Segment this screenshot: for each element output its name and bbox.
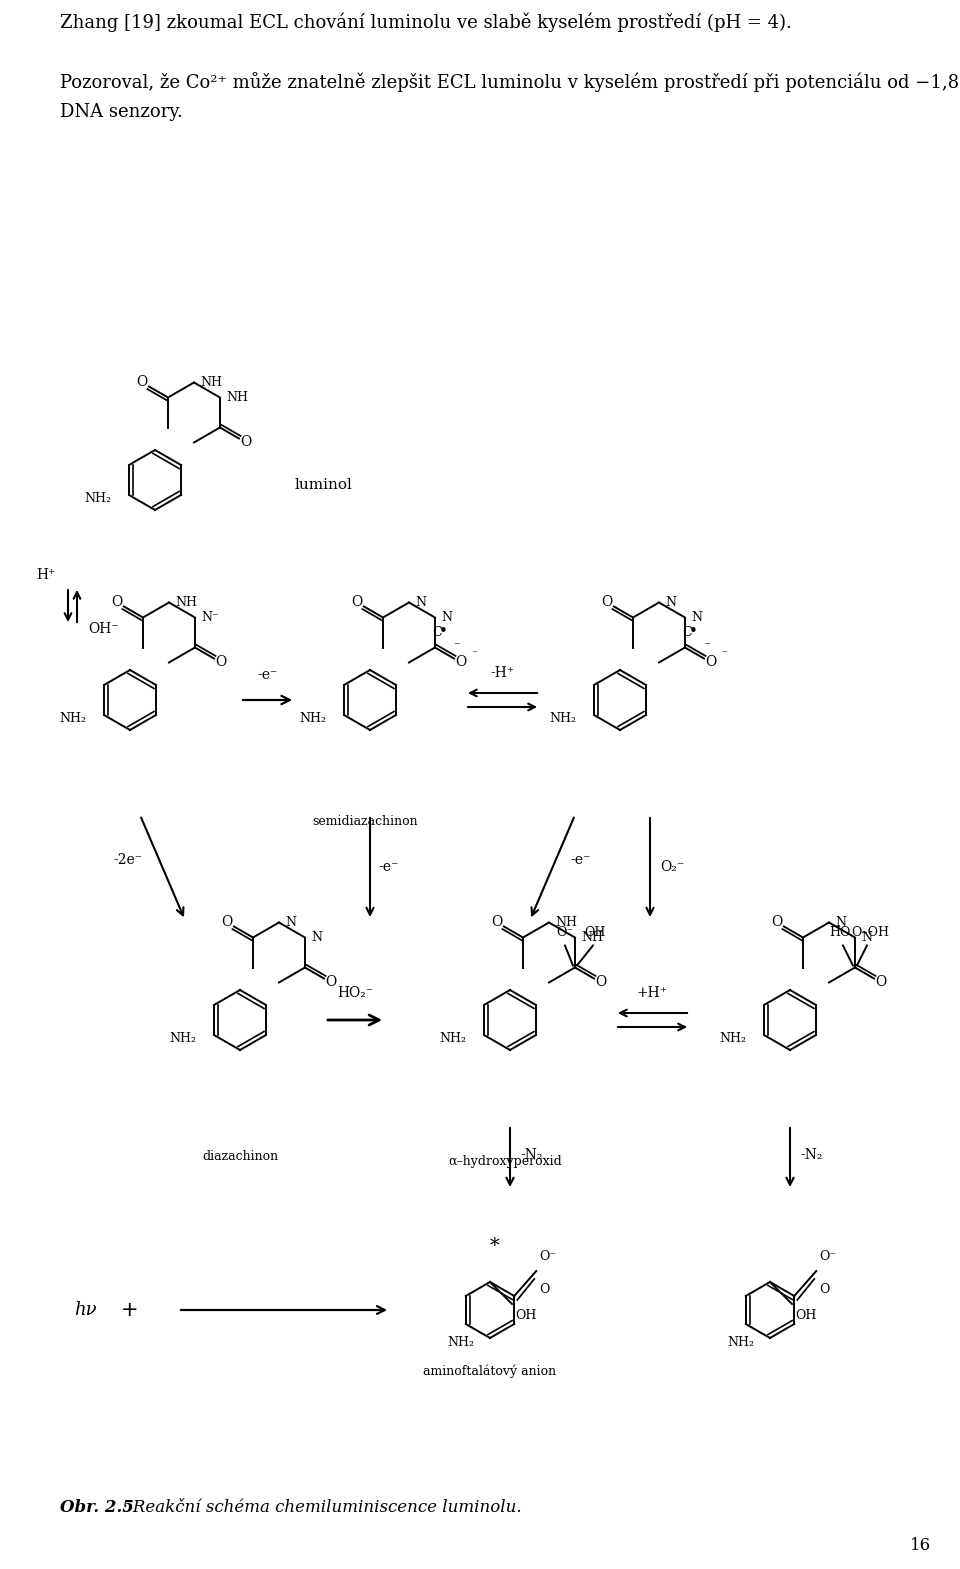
Text: •: • (688, 624, 697, 639)
Text: O⁻: O⁻ (557, 927, 573, 940)
Text: OH: OH (795, 1309, 816, 1323)
Text: NH₂: NH₂ (728, 1335, 755, 1349)
Text: 16: 16 (909, 1536, 930, 1553)
Text: O: O (240, 436, 252, 449)
Text: N⁻: N⁻ (201, 610, 219, 624)
Text: O₂⁻: O₂⁻ (660, 860, 684, 874)
Text: O: O (876, 976, 886, 990)
Text: : Reakční schéma chemiluminiscence luminolu.: : Reakční schéma chemiluminiscence lumin… (122, 1500, 521, 1517)
Text: •: • (439, 624, 447, 639)
Text: aminoftalátový anion: aminoftalátový anion (423, 1365, 557, 1379)
Text: O: O (215, 656, 227, 670)
Text: NH₂: NH₂ (169, 1032, 196, 1045)
Text: NH₂: NH₂ (84, 493, 111, 505)
Text: N: N (415, 596, 426, 609)
Text: N: N (285, 916, 296, 929)
Text: O: O (455, 656, 467, 670)
Text: -H⁺: -H⁺ (491, 665, 515, 679)
Text: OH⁻: OH⁻ (88, 621, 119, 635)
Text: O: O (111, 596, 123, 609)
Text: NH: NH (175, 596, 197, 609)
Text: O: O (595, 976, 607, 990)
Text: NH₂: NH₂ (549, 712, 576, 725)
Text: N: N (441, 610, 452, 624)
Text: Zhang [19] zkoumal ECL chování luminolu ve slabě kyselém prostředí (pH = 4).

Po: Zhang [19] zkoumal ECL chování luminolu … (60, 13, 960, 121)
Text: ⁻: ⁻ (453, 640, 459, 653)
Text: O: O (222, 915, 232, 929)
Text: O: O (540, 1283, 550, 1296)
Text: luminol: luminol (295, 479, 353, 493)
Text: -e⁻: -e⁻ (378, 860, 398, 874)
Text: O: O (601, 596, 612, 609)
Text: NH₂: NH₂ (299, 712, 326, 725)
Text: NH: NH (555, 916, 577, 929)
Text: ⁻: ⁻ (471, 650, 477, 659)
Text: C: C (683, 626, 692, 640)
Text: Obr. 2.5: Obr. 2.5 (60, 1500, 133, 1517)
Text: O: O (772, 915, 782, 929)
Text: O: O (706, 656, 716, 670)
Text: -e⁻: -e⁻ (570, 854, 590, 868)
Text: O: O (492, 915, 503, 929)
Text: N: N (691, 610, 702, 624)
Text: HO: HO (829, 927, 851, 940)
Text: NH₂: NH₂ (719, 1032, 746, 1045)
Text: ⁻: ⁻ (721, 650, 727, 659)
Text: -N₂: -N₂ (520, 1149, 542, 1163)
Text: O: O (819, 1283, 829, 1296)
Text: NH: NH (200, 377, 222, 389)
Text: C: C (432, 626, 442, 640)
Text: O–OH: O–OH (851, 927, 889, 940)
Text: ⁻: ⁻ (703, 640, 709, 653)
Text: O⁻: O⁻ (819, 1250, 836, 1263)
Text: N: N (665, 596, 676, 609)
Text: HO₂⁻: HO₂⁻ (337, 985, 373, 999)
Text: NH₂: NH₂ (439, 1032, 466, 1045)
Text: α–hydroxyperoxid: α–hydroxyperoxid (448, 1155, 562, 1167)
Text: N: N (861, 930, 872, 945)
Text: O: O (325, 976, 337, 990)
Text: OH: OH (585, 927, 606, 940)
Text: NH₂: NH₂ (447, 1335, 474, 1349)
Text: O: O (351, 596, 363, 609)
Text: OH: OH (515, 1309, 537, 1323)
Text: N: N (835, 916, 846, 929)
Text: semidiazachinon: semidiazachinon (312, 814, 418, 828)
Text: *: * (491, 1236, 500, 1255)
Text: H⁺: H⁺ (36, 568, 56, 582)
Text: NH: NH (226, 391, 248, 403)
Text: O⁻: O⁻ (540, 1250, 556, 1263)
Text: +: + (121, 1301, 139, 1320)
Text: NH₂: NH₂ (59, 712, 86, 725)
Text: +H⁺: +H⁺ (637, 985, 668, 999)
Text: NH: NH (581, 930, 603, 945)
Text: N: N (311, 930, 322, 945)
Text: -e⁻: -e⁻ (258, 668, 278, 683)
Text: diazachinon: diazachinon (202, 1150, 278, 1163)
Text: -N₂: -N₂ (800, 1149, 823, 1163)
Text: hν: hν (74, 1301, 96, 1320)
Text: -2e⁻: -2e⁻ (113, 854, 142, 868)
Text: O: O (136, 375, 148, 389)
